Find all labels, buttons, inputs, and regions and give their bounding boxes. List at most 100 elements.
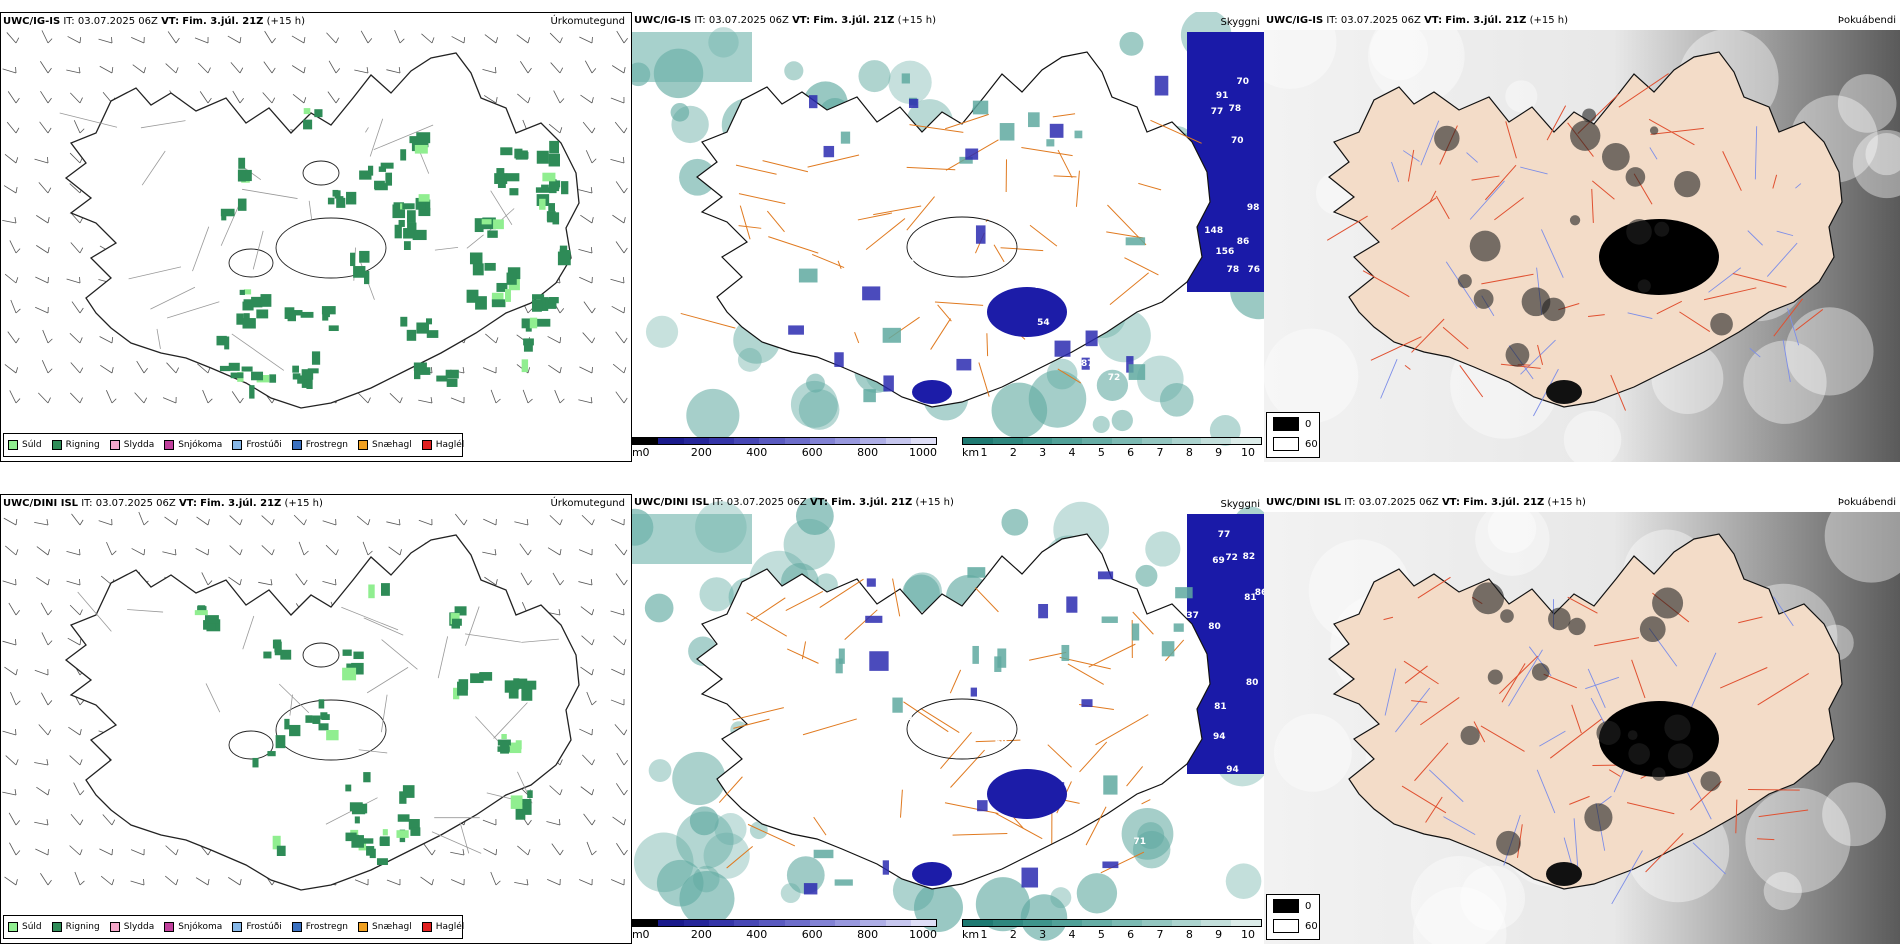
low-ceiling-cells [788,73,1169,404]
colorbar-tick: 10 [1241,928,1255,941]
colorbar-tick: 200 [690,446,712,459]
colorbar-tick: 2 [1009,928,1017,941]
legend-item-3: Snjókoma [164,440,222,450]
ceiling-value-label: 57 [848,147,862,158]
colorbar-tick: 8 [1185,446,1193,459]
colorbar-tick: 800 [857,446,879,459]
colorbar-tick: 0 [642,446,650,459]
ceiling-value-label: 42 [847,178,861,189]
legend-label: Slydda [123,440,155,450]
road-network [680,113,1202,397]
colorbar-tick: 8 [1185,928,1193,941]
legend-item-0: Súld [8,922,42,932]
visibility-map [632,497,1264,941]
visibility-map [632,12,1264,446]
ceiling-value-label: 81 [1244,592,1257,603]
fog-legend-label: 60 [1305,920,1318,932]
legend-item-4: Frostúði [232,922,282,932]
legend-label: Frostregn [305,440,349,450]
legend-item-7: Haglél [421,922,464,932]
panel-title: UWC/IG-IS IT: 03.07.2025 06Z VT: Fim. 3.… [3,16,306,27]
ceiling-value-label: 94 [1212,732,1226,743]
ceiling-value-label: 42 [1158,236,1172,247]
legend-item-1: Rigning [51,922,100,932]
fog-legend-item: 60 [1273,919,1318,933]
colorbar-tick: 3 [1039,928,1047,941]
precip-cells [194,583,537,866]
ceiling-value-label: 71 [1133,836,1147,847]
fog-legend-label: 60 [1305,438,1318,450]
legend-label: Haglél [435,440,465,450]
ceiling-value-label: 82 [1242,551,1256,562]
colorbar-strip [962,437,1262,445]
ceiling-value-label: 84 [1041,665,1054,676]
legend-swatch [358,440,369,450]
legend-item-6: Snæhagl [358,922,412,932]
precip-legend: Súld Rigning Slydda Snjókoma Frostúði Frostre… [3,433,465,457]
ceiling-value-label: 26 [839,806,852,817]
panel-title: UWC/DINI ISL IT: 03.07.2025 06Z VT: Fim.… [1266,497,1586,508]
precip-type-panel-bottom: UWC/DINI ISL IT: 03.07.2025 06Z VT: Fim.… [0,494,632,944]
colorbar-tick: 7 [1156,928,1164,941]
precip-map [2,511,628,891]
ceiling-value-label: 70 [975,161,989,172]
colorbar-tick: 7 [1156,446,1164,459]
ceiling-value-label: 98 [1246,203,1260,214]
ceiling-value-label: 70 [1231,136,1244,147]
precip-cells [216,108,571,399]
legend-swatch [109,922,120,932]
legend-label: Frostregn [305,922,349,932]
ceiling-value-label: 86 [1236,237,1250,248]
legend-swatch [51,922,62,932]
ceiling-value-label: 142 [1125,753,1145,764]
legend-item-2: Slydda [109,922,154,932]
ceiling-value-label: 80 [1208,622,1221,633]
legend-swatch [291,440,302,450]
panel-title: UWC/DINI ISL IT: 03.07.2025 06Z VT: Fim.… [3,498,323,509]
colorbar-tick: 9 [1215,446,1223,459]
colorbar-tick: 400 [746,446,768,459]
colorbar-tick: 10 [1241,446,1255,459]
colorbar-tick: 1000 [909,928,937,941]
colorbar-tick: 9 [1215,928,1223,941]
colorbar-strip [632,919,937,927]
colorbar-tick: 400 [746,928,768,941]
colorbar-unit: km [962,928,980,941]
colorbar-tick: 5 [1097,446,1105,459]
legend-label: Rigning [65,440,100,450]
ceiling-value-label: 37 [1186,611,1199,622]
panel-variable-title: Skyggni [1220,499,1260,510]
legend-swatch [109,440,120,450]
panel-variable-title: Úrkomutegund [550,16,625,27]
colorbar-unit: m [632,446,643,459]
legend-item-6: Snæhagl [358,440,412,450]
panel-title: UWC/IG-IS IT: 03.07.2025 06Z VT: Fim. 3.… [634,15,937,26]
legend-swatch [164,922,175,932]
fog-legend-item: 0 [1273,899,1311,913]
fog-legend-swatch [1273,899,1299,913]
ceiling-value-label: 54 [1037,318,1050,329]
ceiling-value-label: 77 [1217,530,1231,541]
legend-item-1: Rigning [51,440,100,450]
iceland-coastline [696,51,1211,408]
legend-item-5: Frostregn [291,440,349,450]
precip-legend: Súld Rigning Slydda Snjókoma Frostúði Frostre… [3,915,464,939]
ceiling-value-label: 86 [1254,587,1264,598]
legend-item-3: Snjókoma [164,922,222,932]
fog-legend: 0 60 [1266,894,1320,940]
legend-swatch [421,922,432,932]
ceiling-value-label: 91 [1215,91,1229,102]
visibility-colorbar: km 1 2 3 4 5 6 7 8 9 10 [962,919,1262,943]
ceiling-value-label: 89 [1187,160,1201,171]
ceiling-value-label: 94 [1226,764,1239,775]
fog-legend: 0 60 [1266,412,1320,458]
ceiling-value-label: 72 [1225,553,1238,564]
ceiling-value-label: 70 [1191,301,1204,312]
fog-legend-swatch [1273,437,1299,451]
colorbar-tick: 1 [980,928,988,941]
legend-swatch [164,440,175,450]
ceiling-value-label: 69 [994,737,1008,748]
colorbar-tick: 2 [1009,446,1017,459]
low-ceiling-cells [803,567,1193,895]
ceiling-value-label: 61 [1040,350,1054,361]
